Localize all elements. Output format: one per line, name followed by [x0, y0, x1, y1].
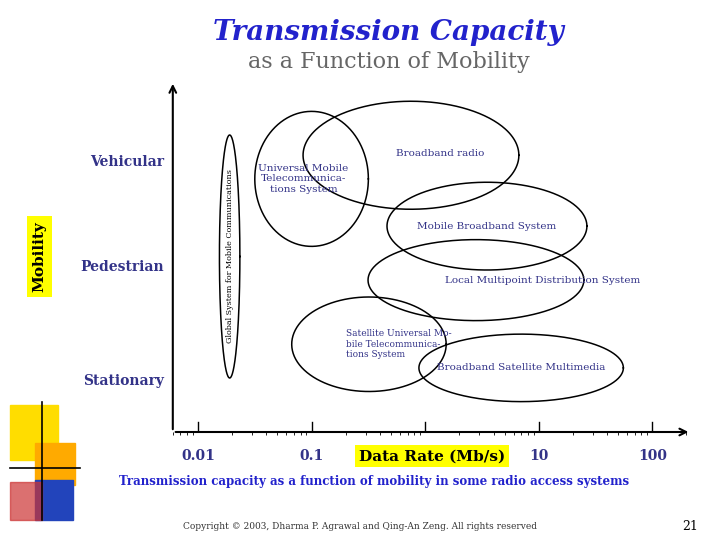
- Bar: [10, 482, 42, 520]
- Text: Local Multipoint Distribution System: Local Multipoint Distribution System: [445, 275, 640, 285]
- Text: Copyright © 2003, Dharma P. Agrawal and Qing-An Zeng. All rights reserved: Copyright © 2003, Dharma P. Agrawal and …: [183, 522, 537, 531]
- Text: Broadband radio: Broadband radio: [396, 149, 484, 158]
- Text: Vehicular: Vehicular: [90, 155, 164, 169]
- Text: 10: 10: [529, 449, 549, 463]
- Text: 0.1: 0.1: [300, 449, 324, 463]
- Text: Transmission capacity as a function of mobility in some radio access systems: Transmission capacity as a function of m…: [120, 475, 629, 488]
- Text: Mobility: Mobility: [32, 221, 47, 292]
- Text: Pedestrian: Pedestrian: [80, 260, 164, 274]
- Text: 100: 100: [638, 449, 667, 463]
- Bar: [35, 443, 75, 485]
- Text: 21: 21: [683, 520, 698, 533]
- Text: Mobile Broadband System: Mobile Broadband System: [418, 221, 557, 231]
- Bar: [10, 405, 58, 460]
- Text: Broadband Satellite Multimedia: Broadband Satellite Multimedia: [437, 363, 606, 373]
- Text: Universal Mobile
Telecommunica-
tions System: Universal Mobile Telecommunica- tions Sy…: [258, 164, 348, 194]
- Bar: [35, 480, 73, 520]
- Text: 1: 1: [420, 449, 430, 463]
- Text: Data Rate (Mb/s): Data Rate (Mb/s): [359, 449, 505, 463]
- Text: Stationary: Stationary: [83, 374, 164, 388]
- Text: 0.01: 0.01: [181, 449, 215, 463]
- Text: Transmission Capacity: Transmission Capacity: [213, 19, 564, 46]
- Text: Global System for Mobile Communications: Global System for Mobile Communications: [225, 170, 234, 343]
- Text: Satellite Universal Mo-
bile Telecommunica-
tions System: Satellite Universal Mo- bile Telecommuni…: [346, 329, 451, 359]
- Text: as a Function of Mobility: as a Function of Mobility: [248, 51, 530, 73]
